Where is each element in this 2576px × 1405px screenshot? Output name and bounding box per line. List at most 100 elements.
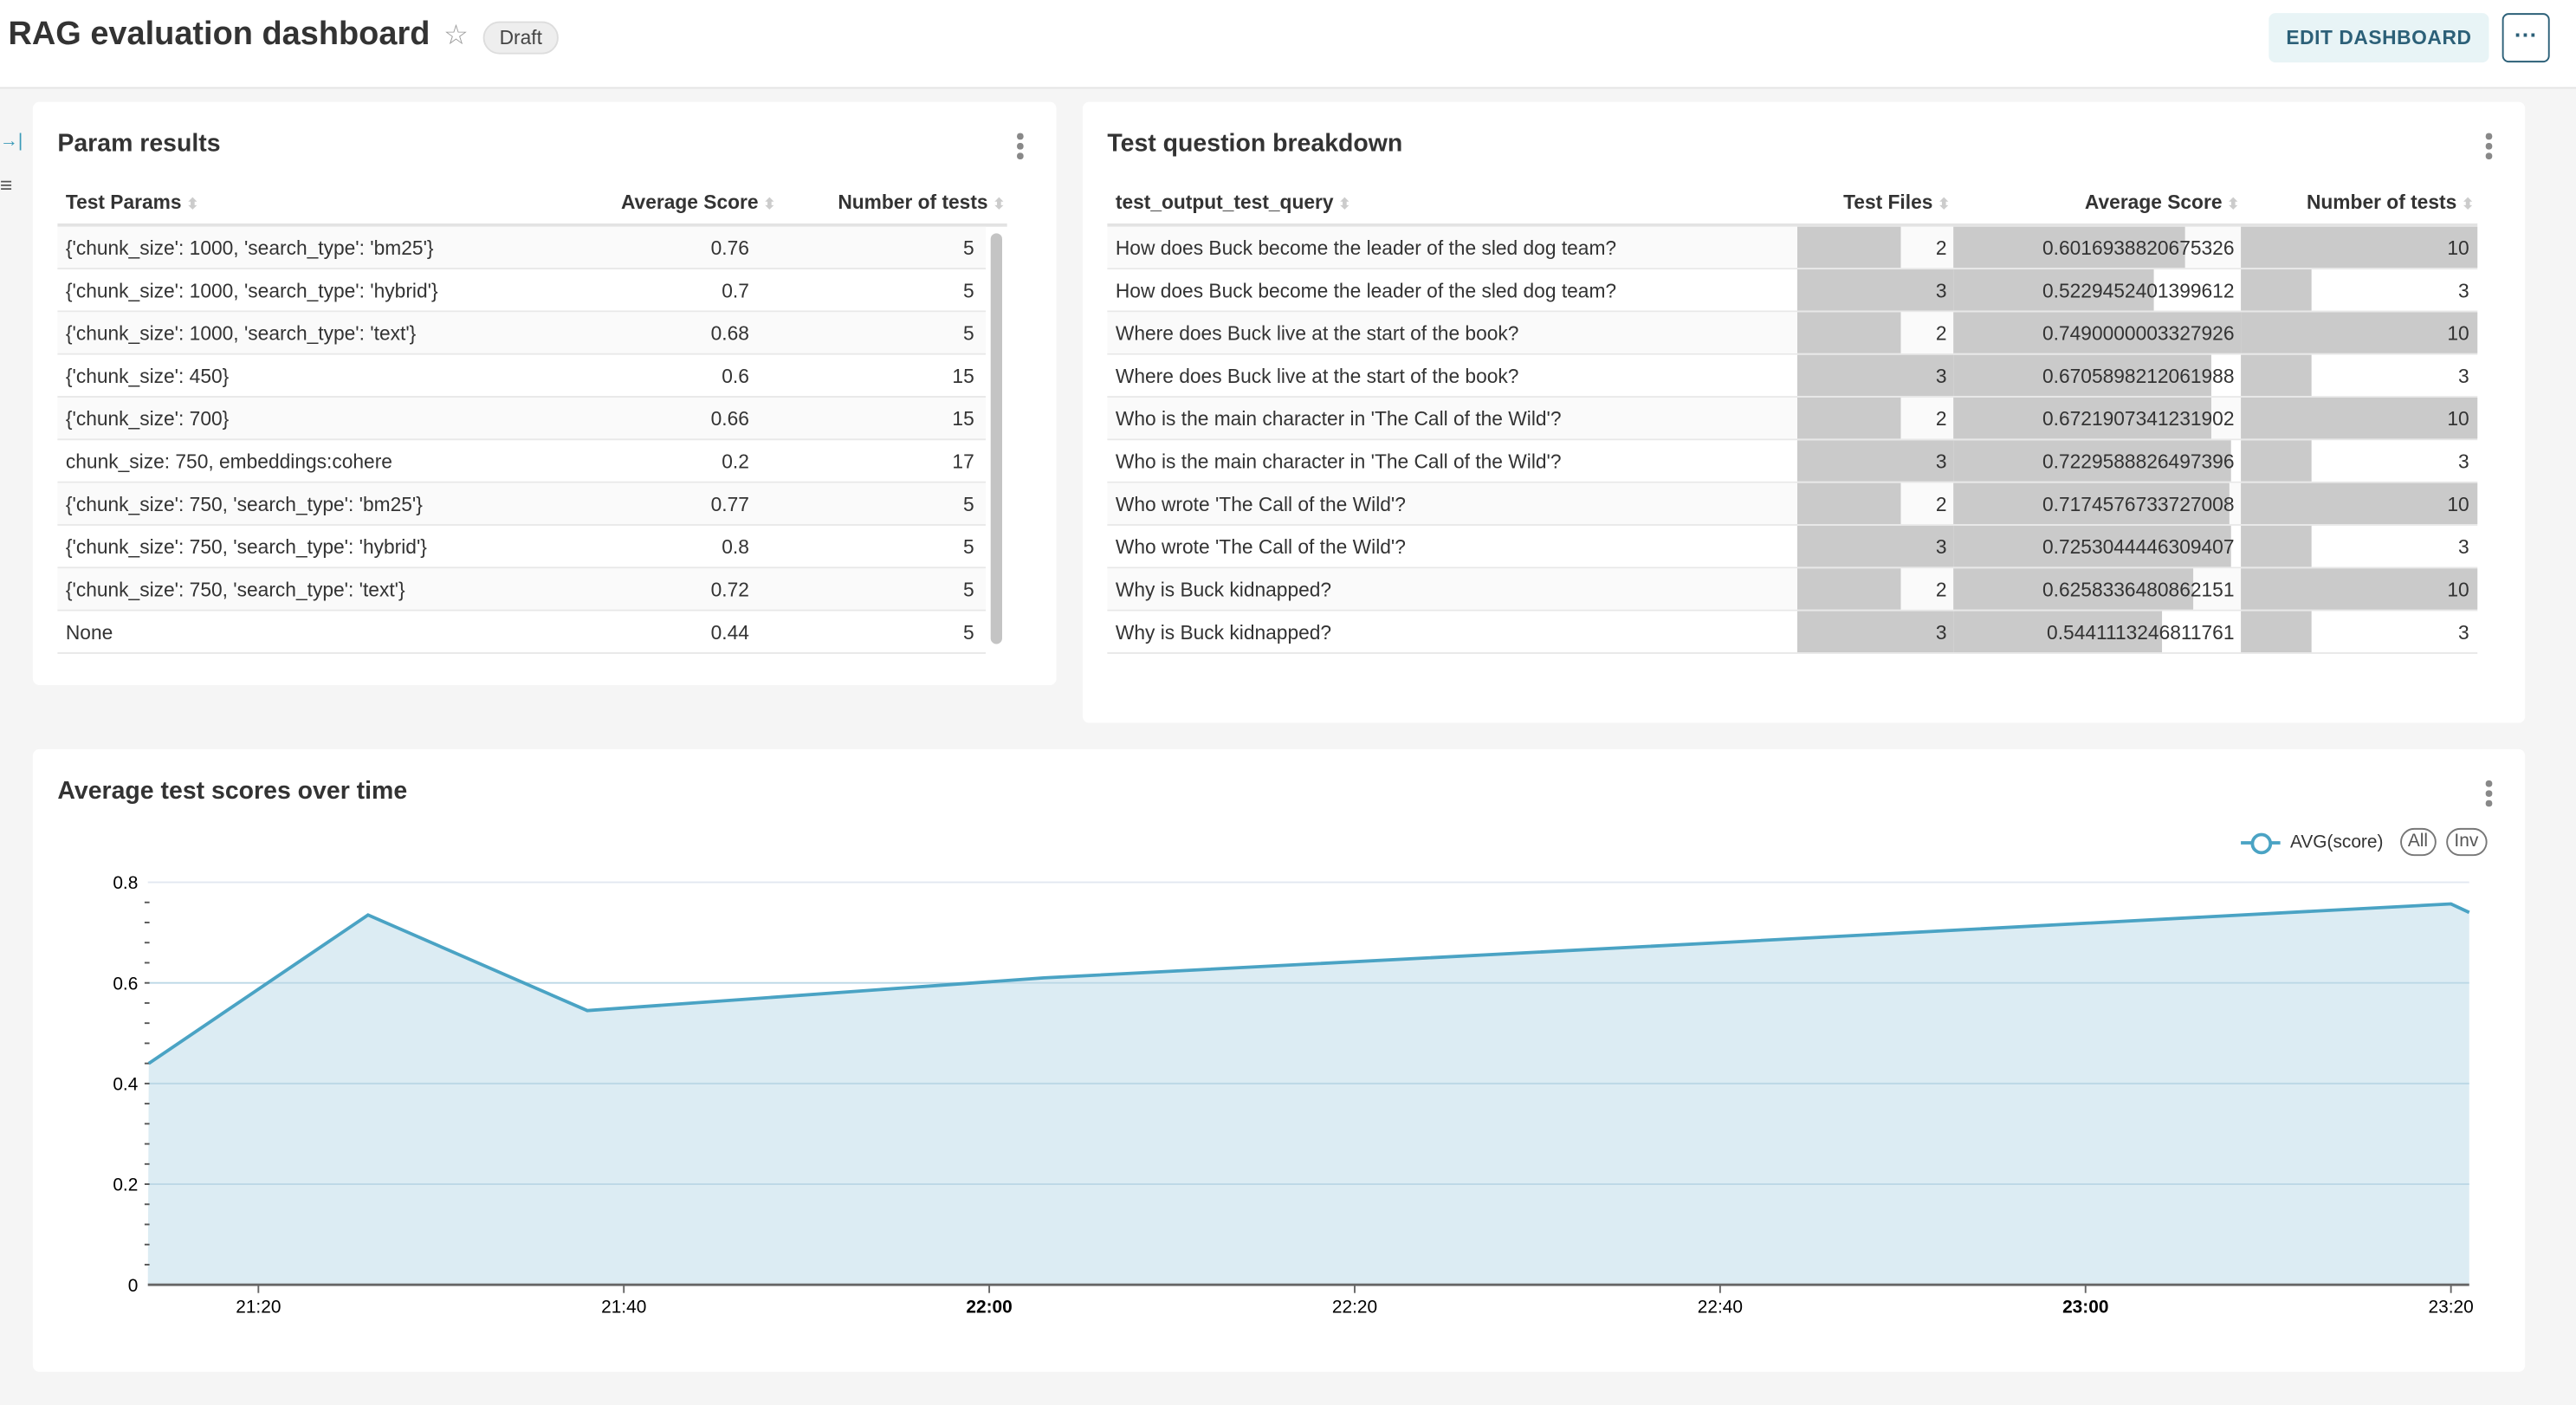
table-row: {'chunk_size': 700} 0.66 15 <box>57 398 987 441</box>
table-row: chunk_size: 750, embeddings:cohere 0.2 1… <box>57 440 987 483</box>
legend-select-all-button[interactable]: All <box>2399 827 2437 857</box>
x-tick-label: 23:20 <box>2429 1297 2474 1317</box>
header-divider <box>1107 223 2478 227</box>
cell-number-of-tests: 3 <box>2458 450 2469 474</box>
test-files-bar <box>1796 398 1902 439</box>
cell-average-score: 0.44 <box>710 620 749 644</box>
cell-test-files: 2 <box>1935 321 1947 346</box>
table-row: Where does Buck live at the start of the… <box>1107 354 2478 398</box>
column-header-test-params[interactable]: Test Params ⬍ <box>65 191 199 214</box>
column-header-average-score[interactable]: Average Score ⬍ <box>2084 191 2240 214</box>
cell-average-score: 0.7229588826497396 <box>2042 450 2235 474</box>
test-files-bar <box>1796 525 1954 567</box>
y-tick-label: 0.8 <box>113 873 138 893</box>
cell-test-params: {'chunk_size': 1000, 'search_type': 'tex… <box>65 321 417 346</box>
test-files-bar <box>1796 482 1902 525</box>
table-row: How does Buck become the leader of the s… <box>1107 269 2478 313</box>
test-files-bar <box>1796 611 1954 652</box>
number-of-tests-bar <box>2241 440 2313 482</box>
cell-test-query: Who wrote 'The Call of the Wild'? <box>1115 493 1406 516</box>
column-header-test-query[interactable]: test_output_test_query ⬍ <box>1115 191 1351 214</box>
average-score-bar <box>1953 568 2194 610</box>
panel-title: Test question breakdown <box>1107 129 1403 159</box>
test-files-bar <box>1796 226 1902 269</box>
expand-icon[interactable]: →| <box>0 131 23 152</box>
cell-number-of-tests: 5 <box>963 236 974 260</box>
status-badge: Draft <box>482 21 559 55</box>
cell-number-of-tests: 15 <box>952 365 974 388</box>
cell-test-params: chunk_size: 750, embeddings:cohere <box>65 450 392 474</box>
x-tick-label: 23:00 <box>2062 1297 2108 1317</box>
y-tick-label: 0.2 <box>113 1175 138 1195</box>
scrollbar[interactable] <box>990 233 1002 644</box>
legend-series-marker-icon[interactable] <box>2241 831 2281 854</box>
test-files-bar <box>1796 354 1954 397</box>
cell-test-params: {'chunk_size': 450} <box>65 365 230 388</box>
cell-test-query: How does Buck become the leader of the s… <box>1115 279 1617 302</box>
cell-average-score: 0.77 <box>710 493 749 516</box>
cell-average-score: 0.8 <box>722 535 749 559</box>
kebab-menu-icon[interactable] <box>2485 780 2493 810</box>
cell-test-query: How does Buck become the leader of the s… <box>1115 236 1617 260</box>
table-row: Who is the main character in 'The Call o… <box>1107 398 2478 441</box>
table-row: {'chunk_size': 750, 'search_type': 'bm25… <box>57 482 987 526</box>
table-row: How does Buck become the leader of the s… <box>1107 226 2478 270</box>
column-header-average-score[interactable]: Average Score ⬍ <box>620 191 776 214</box>
x-tick-label: 22:40 <box>1698 1297 1743 1317</box>
cell-test-files: 2 <box>1935 578 1947 602</box>
table-row: None 0.44 5 <box>57 611 987 654</box>
column-header-number-of-tests[interactable]: Number of tests ⬍ <box>2306 191 2475 214</box>
filter-icon[interactable]: ≡ <box>0 172 13 197</box>
cell-test-files: 2 <box>1935 236 1947 260</box>
table-row: {'chunk_size': 1000, 'search_type': 'tex… <box>57 312 987 355</box>
cell-number-of-tests: 10 <box>2447 407 2469 431</box>
average-score-bar <box>1953 398 2212 439</box>
cell-number-of-tests: 3 <box>2458 279 2469 302</box>
header-divider <box>57 223 1007 227</box>
number-of-tests-bar <box>2241 269 2313 311</box>
cell-test-query: Where does Buck live at the start of the… <box>1115 321 1519 346</box>
more-options-button[interactable]: ··· <box>2502 13 2550 63</box>
cell-average-score: 0.7490000003327926 <box>2042 321 2235 346</box>
cell-number-of-tests: 10 <box>2447 578 2469 602</box>
cell-average-score: 0.6016938820675326 <box>2042 236 2235 260</box>
number-of-tests-bar <box>2241 525 2313 567</box>
cell-test-query: Who is the main character in 'The Call o… <box>1115 450 1562 474</box>
kebab-menu-icon[interactable] <box>1017 133 1024 163</box>
test-files-bar <box>1796 312 1902 353</box>
table-row: Why is Buck kidnapped? 3 0.5441113246811… <box>1107 611 2478 654</box>
cell-number-of-tests: 5 <box>963 279 974 302</box>
table-row: {'chunk_size': 1000, 'search_type': 'bm2… <box>57 226 987 270</box>
cell-number-of-tests: 5 <box>963 620 974 644</box>
column-header-test-files[interactable]: Test Files ⬍ <box>1843 191 1951 214</box>
x-tick-label: 22:00 <box>966 1297 1012 1317</box>
star-icon[interactable]: ☆ <box>443 19 469 51</box>
cell-test-files: 3 <box>1935 450 1947 474</box>
cell-number-of-tests: 10 <box>2447 236 2469 260</box>
average-score-bar <box>1953 354 2211 397</box>
average-score-bar <box>1953 269 2154 311</box>
legend-invert-button[interactable]: Inv <box>2445 827 2487 857</box>
column-header-number-of-tests[interactable]: Number of tests ⬍ <box>838 191 1006 214</box>
legend-series-label[interactable]: AVG(score) <box>2289 832 2384 852</box>
cell-test-params: {'chunk_size': 750, 'search_type': 'text… <box>65 578 405 602</box>
table-row: Who wrote 'The Call of the Wild'? 2 0.71… <box>1107 482 2478 526</box>
series-line <box>147 902 2470 1065</box>
cell-number-of-tests: 10 <box>2447 321 2469 346</box>
average-score-bar <box>1953 482 2230 525</box>
cell-average-score: 0.72 <box>710 578 749 602</box>
cell-number-of-tests: 5 <box>963 493 974 516</box>
cell-test-files: 3 <box>1935 279 1947 302</box>
kebab-menu-icon[interactable] <box>2485 133 2493 163</box>
cell-test-files: 3 <box>1935 620 1947 644</box>
cell-average-score: 0.5441113246811761 <box>2047 620 2235 644</box>
cell-number-of-tests: 3 <box>2458 620 2469 644</box>
cell-number-of-tests: 17 <box>952 450 974 474</box>
table-row: {'chunk_size': 750, 'search_type': 'hybr… <box>57 525 987 569</box>
edit-dashboard-button[interactable]: EDIT DASHBOARD <box>2269 13 2489 63</box>
chart-legend: AVG(score) All Inv <box>2241 827 2487 857</box>
cell-number-of-tests: 5 <box>963 535 974 559</box>
table-row: Who wrote 'The Call of the Wild'? 3 0.72… <box>1107 525 2478 569</box>
x-tick-label: 21:40 <box>601 1297 646 1317</box>
